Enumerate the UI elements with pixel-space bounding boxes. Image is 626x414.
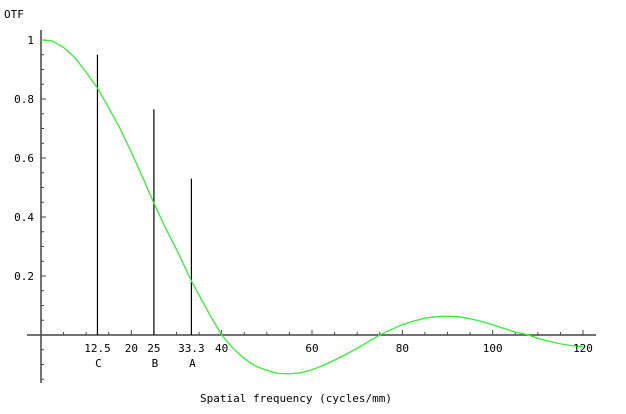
- x-tick-label: 25: [147, 342, 160, 355]
- x-tick-label: 20: [125, 342, 138, 355]
- x-tick-label: 120: [573, 342, 593, 355]
- x-tick-label: 33.3: [178, 342, 205, 355]
- y-tick-label: 1: [27, 34, 34, 47]
- x-axis-title: Spatial frequency (cycles/mm): [200, 392, 392, 405]
- x-tick-label: 60: [305, 342, 318, 355]
- x-tick-label: 40: [215, 342, 228, 355]
- y-tick-label: 0.6: [14, 152, 34, 165]
- otf-curve: [40, 39, 584, 375]
- y-tick-label: 0.2: [14, 270, 34, 283]
- marker-label-a: A: [189, 357, 196, 370]
- x-tick-label: 12.5: [84, 342, 111, 355]
- marker-label-c: C: [95, 357, 102, 370]
- x-tick-label: 100: [483, 342, 503, 355]
- y-tick-label: 0.4: [14, 211, 34, 224]
- x-tick-label: 80: [396, 342, 409, 355]
- y-tick-label: 0.8: [14, 93, 34, 106]
- y-axis-title: OTF: [4, 8, 24, 21]
- tick-labels: 12.5 20 25 33.3 40 60 80 100 120 0.2 0.4 0.6 0.8 1: [14, 34, 593, 355]
- marker-label-b: B: [152, 357, 159, 370]
